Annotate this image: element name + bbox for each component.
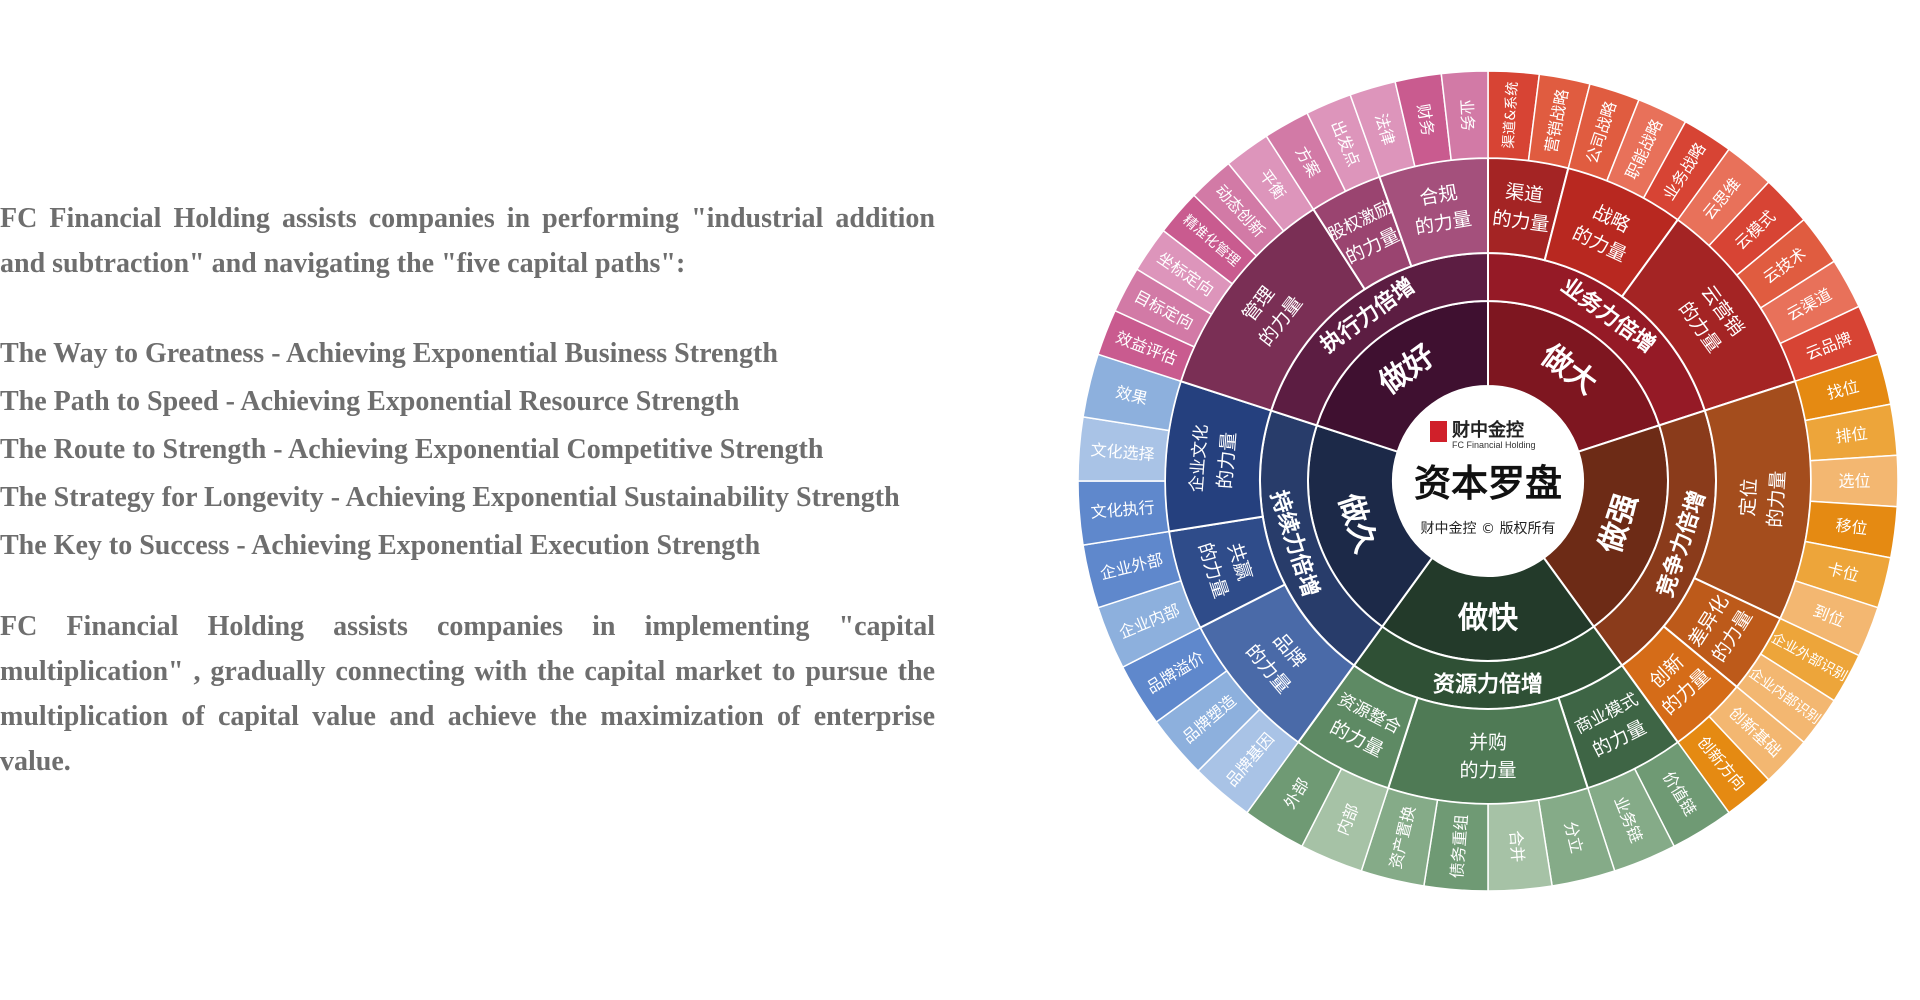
path-item-greatness: The Way to Greatness - Achieving Exponen… <box>0 338 778 369</box>
item-label-1-0-3: 移位 <box>1835 516 1869 539</box>
path-item-longevity: The Strategy for Longevity - Achieving E… <box>0 482 900 513</box>
compass-title: 资本罗盘 <box>1414 462 1562 505</box>
item-label-1-0-1: 排位 <box>1835 424 1869 447</box>
sector-4: 做好执行力倍增管理的力量效益评估目标定向坐标定向精准化管理动态创新平衡股权激励的… <box>1097 70 1489 453</box>
five-paths-list: The Way to Greatness - Achieving Exponen… <box>0 330 935 570</box>
brand-logo-cn: 财中金控 <box>1452 419 1524 441</box>
svg-text:的力量: 的力量 <box>1764 470 1790 528</box>
compass-hub: 财中金控 FC Financial Holding 资本罗盘 财中金控 © 版权… <box>1393 386 1583 576</box>
power-label-1-0: 定位 的力量 <box>1737 470 1790 528</box>
power-label-3-2: 企业文化 的力量 <box>1187 424 1241 493</box>
sector-2: 做快资源力倍增商业模式的力量价值链业务链并购的力量分立合并债务重组资产置换资源整… <box>1245 556 1731 892</box>
ring-label-2: 资源力倍增 <box>1433 672 1543 698</box>
brand-logo-mark <box>1430 421 1447 442</box>
item-label-2-1-2: 债务重组 <box>1447 814 1471 879</box>
intro-paragraph-2: FC Financial Holding assists companies i… <box>0 611 935 777</box>
item-label-1-0-2: 选位 <box>1838 472 1870 491</box>
intro-paragraph-1: FC Financial Holding assists companies i… <box>0 203 935 279</box>
item-label-3-2-1: 文化选择 <box>1090 440 1155 464</box>
item-segment-4-2-2 <box>1440 70 1489 161</box>
path-item-speed: The Path to Speed - Achieving Exponentia… <box>0 386 740 417</box>
svg-text:定位: 定位 <box>1737 478 1761 517</box>
intro-text-panel: FC Financial Holding assists companies i… <box>0 196 935 784</box>
item-label-2-1-1: 合并 <box>1506 830 1527 863</box>
item-label-3-2-0: 文化执行 <box>1090 498 1155 522</box>
path-item-strength: The Route to Strength - Achieving Expone… <box>0 434 824 465</box>
brand-logo-en: FC Financial Holding <box>1452 440 1536 450</box>
core-label-2: 做快 <box>1457 601 1519 636</box>
svg-text:渠道: 渠道 <box>1504 180 1544 207</box>
compass-copyright: 财中金控 © 版权所有 <box>1421 521 1556 537</box>
svg-text:并购: 并购 <box>1469 732 1507 754</box>
item-label-0-0-0: 渠道&系统 <box>1501 81 1521 149</box>
path-item-success: The Key to Success - Achieving Exponenti… <box>0 530 761 561</box>
svg-text:的力量: 的力量 <box>1214 431 1240 490</box>
item-label-4-2-2: 业务 <box>1457 99 1478 132</box>
svg-text:的力量: 的力量 <box>1459 760 1516 782</box>
